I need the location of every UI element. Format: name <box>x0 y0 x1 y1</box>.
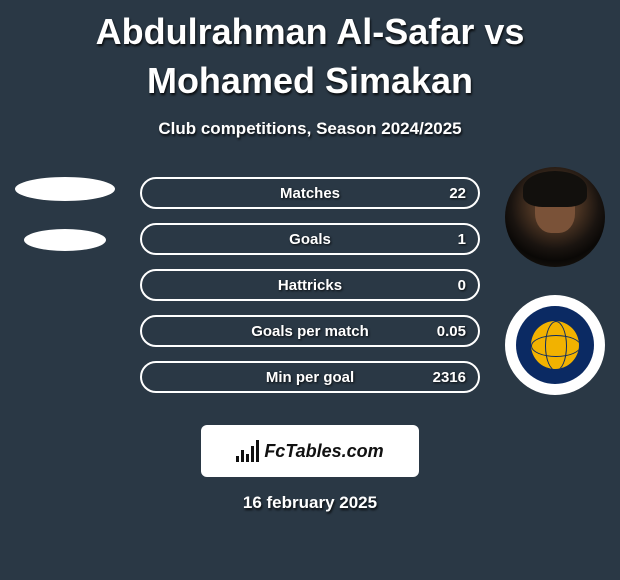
stat-row: Matches 22 <box>140 177 480 209</box>
page-title: Abdulrahman Al-Safar vs Mohamed Simakan <box>0 0 620 105</box>
stat-row: Goals 1 <box>140 223 480 255</box>
stat-right-value: 0 <box>458 277 466 294</box>
stat-right-value: 1 <box>458 231 466 248</box>
stat-rows: Matches 22 Goals 1 Hattricks 0 Goals per… <box>140 177 480 393</box>
stat-label: Goals <box>142 231 478 248</box>
stat-label: Min per goal <box>142 369 478 386</box>
stat-label: Goals per match <box>142 323 478 340</box>
player-right-column <box>490 167 620 395</box>
stat-row: Goals per match 0.05 <box>140 315 480 347</box>
stat-right-value: 0.05 <box>437 323 466 340</box>
brand-box[interactable]: FcTables.com <box>201 425 419 477</box>
subtitle: Club competitions, Season 2024/2025 <box>0 119 620 139</box>
stat-label: Matches <box>142 185 478 202</box>
stat-row: Hattricks 0 <box>140 269 480 301</box>
player-left-column <box>0 177 130 251</box>
player-right-avatar <box>505 167 605 267</box>
stat-row: Min per goal 2316 <box>140 361 480 393</box>
player-left-avatar-placeholder <box>15 177 115 201</box>
bar-chart-icon <box>236 440 258 462</box>
stat-label: Hattricks <box>142 277 478 294</box>
club-badge-inner <box>516 306 594 384</box>
player-left-club-placeholder <box>24 229 106 251</box>
brand-label: FcTables.com <box>264 441 383 462</box>
comparison-area: Matches 22 Goals 1 Hattricks 0 Goals per… <box>0 177 620 407</box>
globe-icon <box>531 321 579 369</box>
stat-right-value: 22 <box>449 185 466 202</box>
stat-right-value: 2316 <box>433 369 466 386</box>
player-right-club-badge <box>505 295 605 395</box>
date-label: 16 february 2025 <box>0 493 620 513</box>
